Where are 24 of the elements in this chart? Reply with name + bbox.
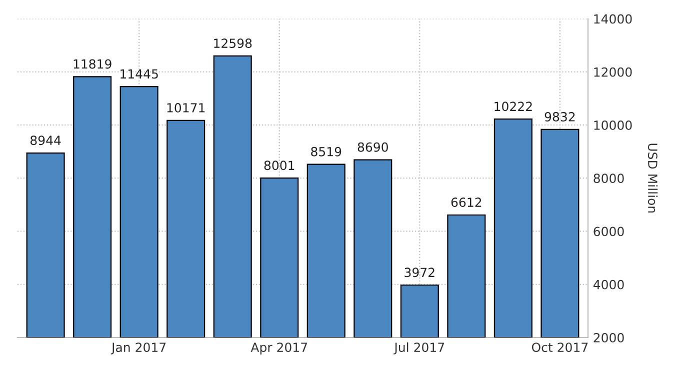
data-label: 3972 bbox=[404, 268, 434, 278]
y-tick-label: 2000 bbox=[594, 332, 624, 342]
x-tick-label: Jan 2017 bbox=[110, 342, 166, 354]
y-tick-label: 10000 bbox=[594, 120, 632, 130]
x-tick-label: Oct 2017 bbox=[532, 342, 588, 352]
data-label: 11819 bbox=[74, 59, 112, 69]
data-label: 8519 bbox=[311, 146, 342, 156]
y-tick-label: 6000 bbox=[594, 226, 624, 236]
data-label: 6612 bbox=[451, 198, 482, 208]
y-axis-title: USD Million bbox=[648, 144, 658, 213]
x-tick-label: Jul 2017 bbox=[394, 342, 444, 354]
x-tick-label: Apr 2017 bbox=[250, 342, 308, 354]
y-tick-label: 4000 bbox=[593, 280, 624, 290]
y-tick-label: 12000 bbox=[594, 67, 632, 77]
y-tick-label: 8000 bbox=[594, 174, 624, 184]
data-label: 8690 bbox=[358, 142, 388, 152]
data-label: 10222 bbox=[494, 102, 532, 112]
data-label: 8001 bbox=[264, 160, 294, 170]
data-label: 10171 bbox=[167, 103, 205, 112]
data-label: 11445 bbox=[120, 69, 158, 79]
y-tick-label: 14000 bbox=[594, 14, 632, 24]
data-label: 9832 bbox=[544, 112, 575, 122]
data-label: 12598 bbox=[214, 38, 252, 48]
data-label: 8944 bbox=[30, 136, 61, 146]
